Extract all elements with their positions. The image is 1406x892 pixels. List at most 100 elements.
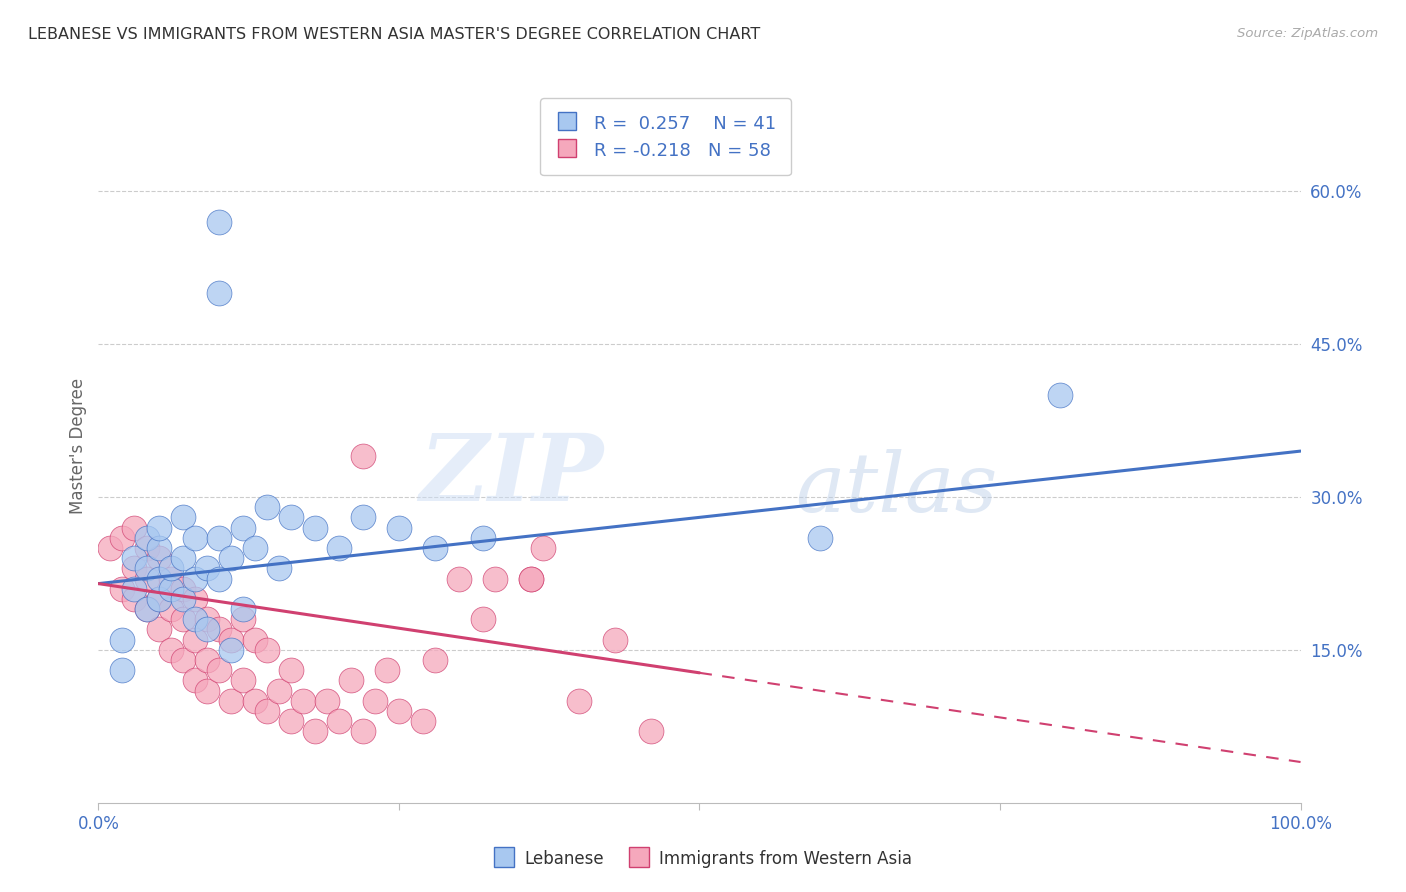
Point xyxy=(208,572,231,586)
Point xyxy=(195,683,218,698)
Point xyxy=(172,510,194,524)
Point xyxy=(328,541,350,555)
Point xyxy=(135,561,157,575)
Point xyxy=(280,663,302,677)
Point xyxy=(195,623,218,637)
Point xyxy=(232,673,254,688)
Point xyxy=(447,572,470,586)
Text: ZIP: ZIP xyxy=(419,430,603,519)
Point xyxy=(388,520,411,534)
Point xyxy=(124,520,146,534)
Legend: Lebanese, Immigrants from Western Asia: Lebanese, Immigrants from Western Asia xyxy=(488,843,918,875)
Point xyxy=(183,632,205,647)
Point xyxy=(208,215,231,229)
Point xyxy=(243,632,266,647)
Point xyxy=(531,541,554,555)
Point xyxy=(219,632,242,647)
Point xyxy=(219,551,242,566)
Point xyxy=(183,531,205,545)
Point xyxy=(280,510,302,524)
Point xyxy=(172,551,194,566)
Point xyxy=(364,694,387,708)
Point xyxy=(256,500,278,515)
Point xyxy=(219,643,242,657)
Point xyxy=(208,663,231,677)
Point xyxy=(183,673,205,688)
Point xyxy=(520,572,543,586)
Text: atlas: atlas xyxy=(796,449,998,529)
Point xyxy=(1049,388,1071,402)
Point xyxy=(232,602,254,616)
Point xyxy=(304,724,326,739)
Point xyxy=(111,663,134,677)
Point xyxy=(412,714,434,729)
Point xyxy=(267,561,290,575)
Point xyxy=(304,520,326,534)
Point xyxy=(135,602,157,616)
Point xyxy=(100,541,122,555)
Point xyxy=(135,531,157,545)
Point xyxy=(195,561,218,575)
Point xyxy=(159,643,181,657)
Y-axis label: Master's Degree: Master's Degree xyxy=(69,378,87,514)
Point xyxy=(375,663,398,677)
Text: Source: ZipAtlas.com: Source: ZipAtlas.com xyxy=(1237,27,1378,40)
Point xyxy=(195,612,218,626)
Point xyxy=(352,449,374,463)
Point xyxy=(172,653,194,667)
Point xyxy=(423,653,446,667)
Point xyxy=(159,602,181,616)
Point xyxy=(172,582,194,596)
Point xyxy=(315,694,337,708)
Point xyxy=(484,572,506,586)
Point xyxy=(159,582,181,596)
Point xyxy=(124,591,146,606)
Point xyxy=(124,551,146,566)
Point xyxy=(148,572,170,586)
Point xyxy=(172,612,194,626)
Point xyxy=(340,673,363,688)
Point xyxy=(208,531,231,545)
Point xyxy=(243,694,266,708)
Text: LEBANESE VS IMMIGRANTS FROM WESTERN ASIA MASTER'S DEGREE CORRELATION CHART: LEBANESE VS IMMIGRANTS FROM WESTERN ASIA… xyxy=(28,27,761,42)
Point xyxy=(808,531,831,545)
Point xyxy=(605,632,627,647)
Point xyxy=(256,704,278,718)
Point xyxy=(159,561,181,575)
Point xyxy=(183,572,205,586)
Point xyxy=(124,582,146,596)
Point xyxy=(291,694,314,708)
Point xyxy=(243,541,266,555)
Point xyxy=(472,531,495,545)
Point xyxy=(148,591,170,606)
Point xyxy=(256,643,278,657)
Point xyxy=(111,531,134,545)
Point xyxy=(328,714,350,729)
Point xyxy=(111,632,134,647)
Point xyxy=(280,714,302,729)
Point xyxy=(135,602,157,616)
Point xyxy=(232,520,254,534)
Point xyxy=(111,582,134,596)
Point xyxy=(219,694,242,708)
Point xyxy=(148,541,170,555)
Point xyxy=(568,694,591,708)
Point xyxy=(172,591,194,606)
Point xyxy=(208,286,231,301)
Point xyxy=(232,612,254,626)
Point xyxy=(640,724,662,739)
Point xyxy=(520,572,543,586)
Point xyxy=(352,724,374,739)
Point xyxy=(423,541,446,555)
Point xyxy=(352,510,374,524)
Point xyxy=(148,520,170,534)
Point xyxy=(159,572,181,586)
Legend: R =  0.257    N = 41, R = -0.218   N = 58: R = 0.257 N = 41, R = -0.218 N = 58 xyxy=(540,98,792,175)
Point xyxy=(183,591,205,606)
Point xyxy=(472,612,495,626)
Point xyxy=(267,683,290,698)
Point xyxy=(148,551,170,566)
Point xyxy=(135,541,157,555)
Point xyxy=(124,561,146,575)
Point xyxy=(148,623,170,637)
